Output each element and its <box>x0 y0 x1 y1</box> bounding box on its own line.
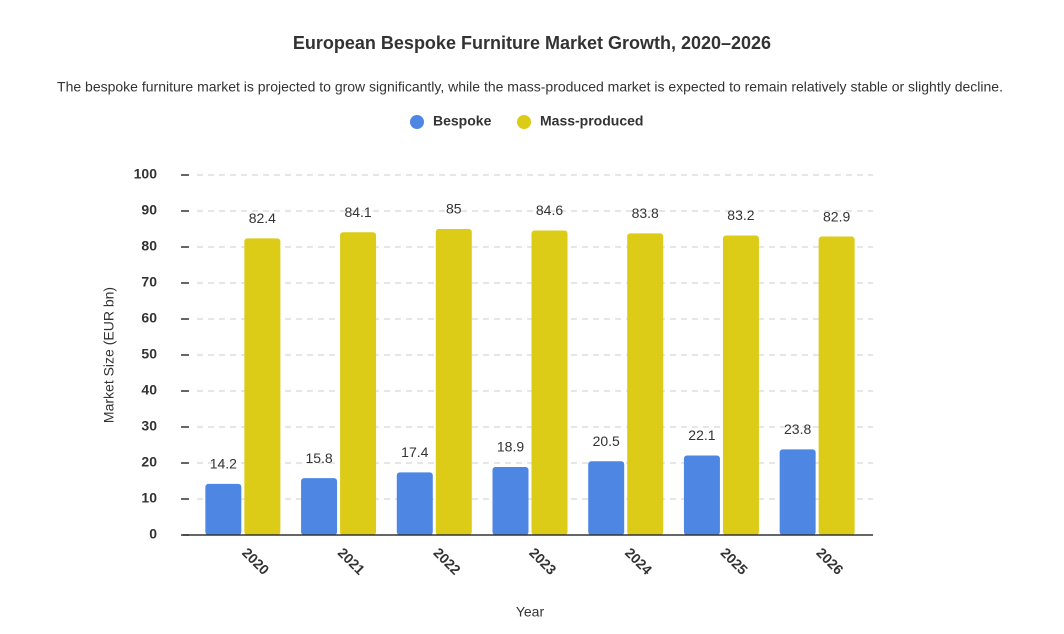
legend-marker <box>410 115 424 129</box>
x-tick-label: 2024 <box>622 544 655 577</box>
y-tick-label: 90 <box>141 202 157 218</box>
data-label: 84.1 <box>344 204 371 220</box>
y-tick-label: 10 <box>141 490 157 506</box>
data-label: 82.9 <box>823 208 850 224</box>
bar <box>779 449 816 535</box>
chart-title: European Bespoke Furniture Market Growth… <box>293 33 771 53</box>
data-label: 18.9 <box>497 439 524 455</box>
data-label: 14.2 <box>210 456 237 472</box>
bar <box>683 455 720 535</box>
bar <box>627 233 664 535</box>
data-label: 82.4 <box>249 210 276 226</box>
bar <box>301 478 338 535</box>
bar <box>588 461 625 535</box>
x-axis-label: Year <box>516 604 545 620</box>
x-tick-label: 2020 <box>239 544 272 577</box>
x-tick-label: 2022 <box>431 544 464 577</box>
bar <box>244 238 281 536</box>
y-tick-label: 50 <box>141 346 157 362</box>
data-label: 83.8 <box>632 205 659 221</box>
y-tick-label: 40 <box>141 382 157 398</box>
bar <box>818 236 855 535</box>
y-tick-label: 30 <box>141 418 157 434</box>
data-label: 83.2 <box>727 207 754 223</box>
data-label: 84.6 <box>536 202 563 218</box>
data-label: 20.5 <box>593 433 620 449</box>
x-tick-label: 2023 <box>526 544 559 577</box>
y-tick-label: 20 <box>141 454 157 470</box>
x-tick-label: 2025 <box>718 544 751 577</box>
bar <box>396 472 433 535</box>
legend-label: Bespoke <box>433 113 492 129</box>
legend-label: Mass-produced <box>540 113 643 129</box>
bar <box>340 232 377 536</box>
y-tick-label: 80 <box>141 238 157 254</box>
chart-subtitle: The bespoke furniture market is projecte… <box>57 79 1003 95</box>
data-label: 17.4 <box>401 444 428 460</box>
y-axis-label: Market Size (EUR bn) <box>101 287 117 423</box>
x-tick-label: 2021 <box>335 544 368 577</box>
y-tick-label: 60 <box>141 310 157 326</box>
y-tick-label: 70 <box>141 274 157 290</box>
data-label: 85 <box>446 201 462 217</box>
data-label: 15.8 <box>305 450 332 466</box>
bar <box>531 230 568 535</box>
bar <box>722 235 759 536</box>
data-label: 22.1 <box>688 427 715 443</box>
legend-marker <box>517 115 531 129</box>
x-tick-label: 2026 <box>813 544 846 577</box>
data-label: 23.8 <box>784 421 811 437</box>
bar <box>205 483 242 535</box>
y-tick-label: 0 <box>149 526 157 542</box>
bar <box>435 229 472 535</box>
bar <box>492 466 529 535</box>
y-tick-label: 100 <box>134 166 158 182</box>
